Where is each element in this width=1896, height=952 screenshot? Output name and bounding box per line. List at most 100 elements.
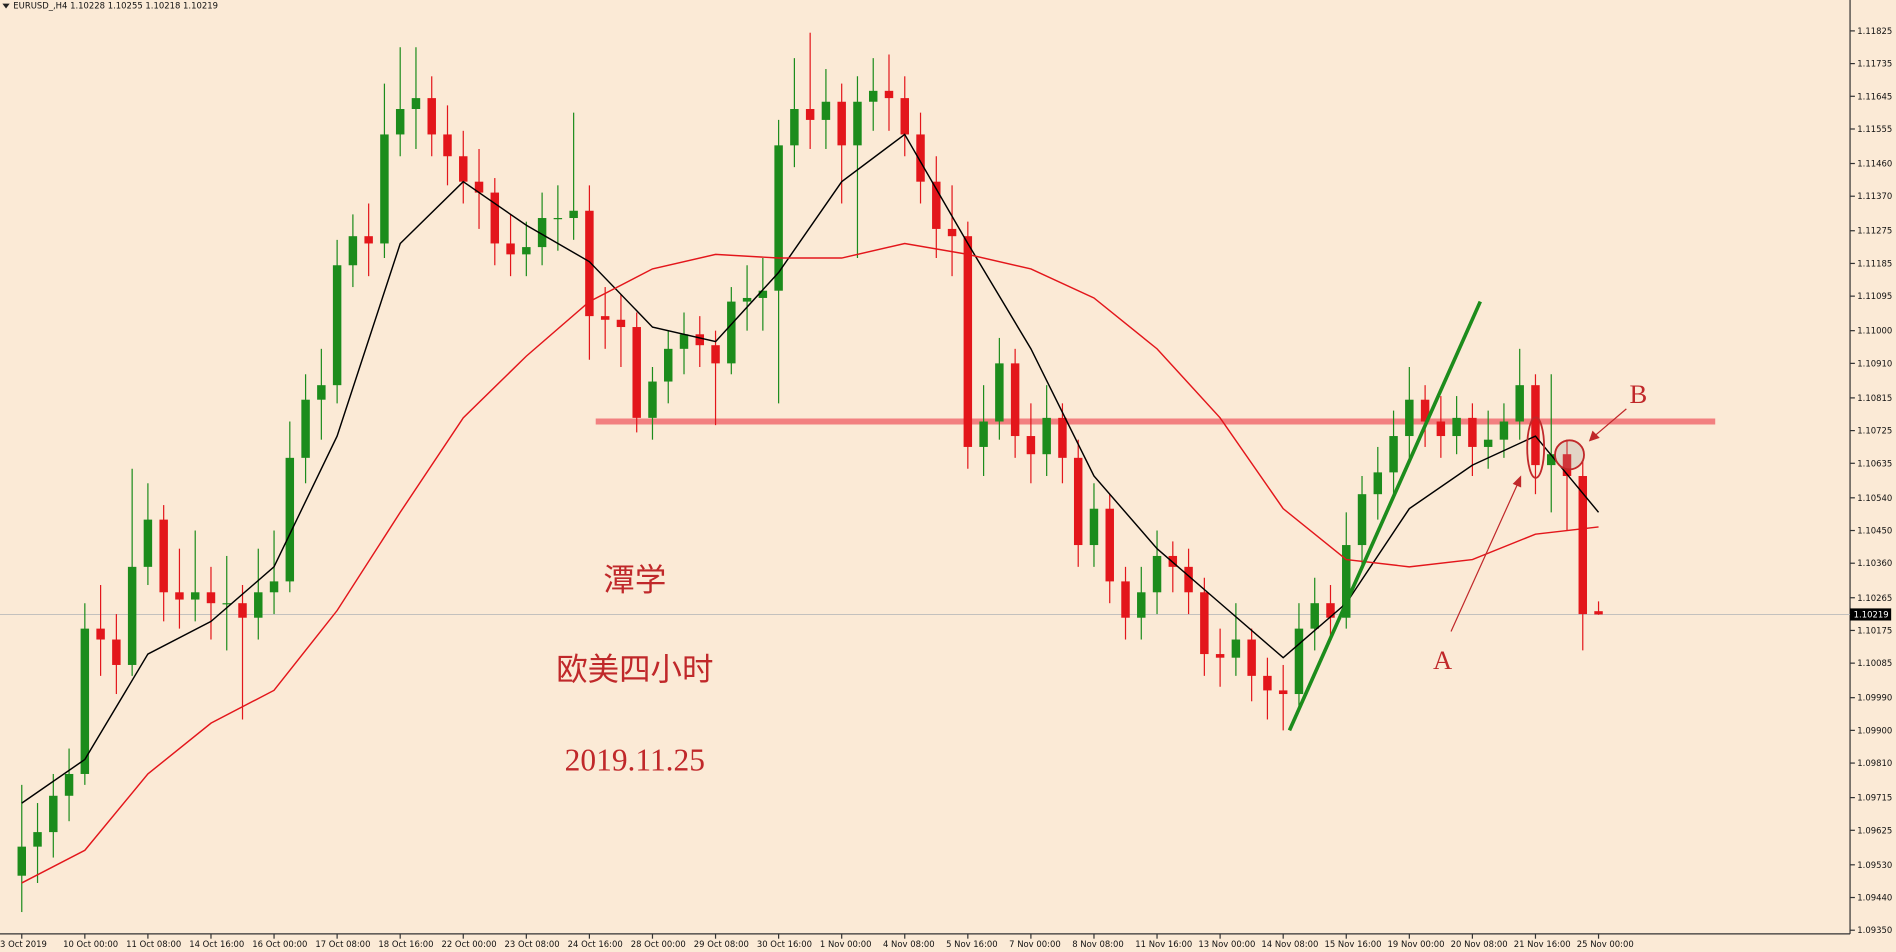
x-tick-label: 3 Oct 2019 (0, 939, 47, 949)
candle-body (1200, 592, 1209, 655)
y-tick-label: 1.10360 (1857, 558, 1892, 568)
candle-body (868, 90, 878, 102)
candle-body (821, 101, 831, 120)
candle-body (332, 265, 342, 386)
candle-body (884, 90, 894, 99)
y-tick-label: 1.09990 (1857, 693, 1892, 703)
candle-body (995, 363, 1004, 422)
x-tick-label: 14 Oct 16:00 (189, 939, 244, 949)
y-tick-label: 1.09810 (1857, 758, 1892, 768)
candle-body (522, 247, 531, 255)
y-tick-label: 1.11185 (1857, 258, 1892, 268)
candle-body (853, 101, 862, 146)
arrow-b (1593, 408, 1627, 438)
candle-body (1594, 611, 1603, 615)
candle-body (112, 639, 121, 665)
y-tick-label: 1.10815 (1857, 393, 1892, 403)
candle-body (1342, 545, 1351, 618)
moving-average (21, 133, 1600, 804)
candle-body (127, 566, 137, 665)
candle-body (190, 592, 200, 600)
candle-body (711, 345, 720, 364)
candle-body (695, 334, 705, 346)
candle-body (1436, 421, 1446, 437)
candle-body (932, 181, 941, 229)
y-tick-label: 1.11460 (1857, 159, 1892, 169)
candle-body (1231, 639, 1241, 658)
candle-body (648, 381, 657, 418)
marker-b: B (1630, 379, 1648, 409)
open: 1.10228 (70, 0, 105, 10)
candle-body (1152, 555, 1162, 593)
note-author: 潭学 (603, 562, 666, 597)
y-tick-label: 1.11000 (1857, 326, 1892, 336)
candle-body (17, 846, 26, 876)
price-box (1850, 608, 1892, 621)
candle-body (1483, 439, 1493, 447)
candle-body (1058, 417, 1067, 458)
candle-body (553, 218, 563, 220)
x-tick-label: 16 Oct 00:00 (252, 939, 307, 949)
candle-body (443, 134, 452, 157)
x-tick-label: 5 Nov 16:00 (946, 939, 998, 949)
x-tick-label: 21 Nov 16:00 (1514, 939, 1571, 949)
candle-body (979, 421, 988, 447)
candle-body (758, 290, 768, 298)
price-label: 1.10219 (1854, 609, 1889, 619)
x-tick-label: 28 Oct 00:00 (631, 939, 686, 949)
candle-body (222, 603, 231, 605)
candle-body (301, 399, 310, 458)
candle-body (664, 348, 673, 382)
y-tick-label: 1.09715 (1857, 793, 1892, 803)
plot (0, 32, 1851, 913)
note-pair: 欧美四小时 (556, 652, 713, 687)
candle-body (254, 592, 263, 618)
close: 1.10219 (183, 0, 218, 10)
y-tick-label: 1.09350 (1857, 925, 1892, 935)
x-tick-label: 23 Oct 08:00 (505, 939, 560, 949)
highlight-circle (1554, 439, 1585, 471)
candle-body (380, 134, 389, 244)
candle-body (1373, 472, 1383, 495)
x-tick-label: 14 Nov 08:00 (1261, 939, 1318, 949)
y-tick-label: 1.11735 (1857, 59, 1892, 69)
candle-body (742, 297, 752, 302)
y-tick-label: 1.10725 (1857, 426, 1892, 436)
marker-a: A (1433, 645, 1453, 675)
candle-body (1452, 417, 1461, 437)
y-tick-label: 1.10540 (1857, 493, 1892, 503)
candle-body (1010, 363, 1020, 437)
y-tick-label: 1.11370 (1857, 191, 1892, 201)
trend-line (1287, 300, 1482, 732)
candle-body (175, 592, 184, 600)
candle-body (585, 210, 594, 317)
candle-body (1073, 457, 1083, 546)
candle-body (427, 98, 436, 135)
y-tick-label: 1.10450 (1857, 526, 1892, 536)
x-tick-label: 4 Nov 08:00 (883, 939, 935, 949)
arrow-a-head (1512, 475, 1522, 488)
y-tick-label: 1.09440 (1857, 893, 1892, 903)
candle-body (1326, 603, 1335, 618)
arrow-a (1450, 481, 1520, 632)
candle-body (1137, 592, 1146, 618)
candle-body (1247, 639, 1256, 676)
arrow-b-head (1588, 430, 1600, 442)
y-tick-label: 1.11645 (1857, 91, 1892, 101)
menu-arrow (2, 3, 10, 9)
y-tick-label: 1.11555 (1857, 124, 1892, 134)
x-tick-label: 11 Nov 16:00 (1135, 939, 1192, 949)
x-tick-label: 29 Oct 08:00 (694, 939, 749, 949)
candle-body (569, 210, 578, 219)
candle-body (947, 228, 957, 237)
x-tick-label: 10 Oct 00:00 (63, 939, 118, 949)
candle-body (411, 98, 421, 110)
candle-body (1357, 494, 1367, 546)
candle-body (1105, 508, 1114, 582)
candle-body (1578, 476, 1588, 615)
candle-body (1215, 654, 1225, 658)
x-tick-label: 25 Nov 00:00 (1577, 939, 1634, 949)
candle-body (364, 236, 373, 244)
